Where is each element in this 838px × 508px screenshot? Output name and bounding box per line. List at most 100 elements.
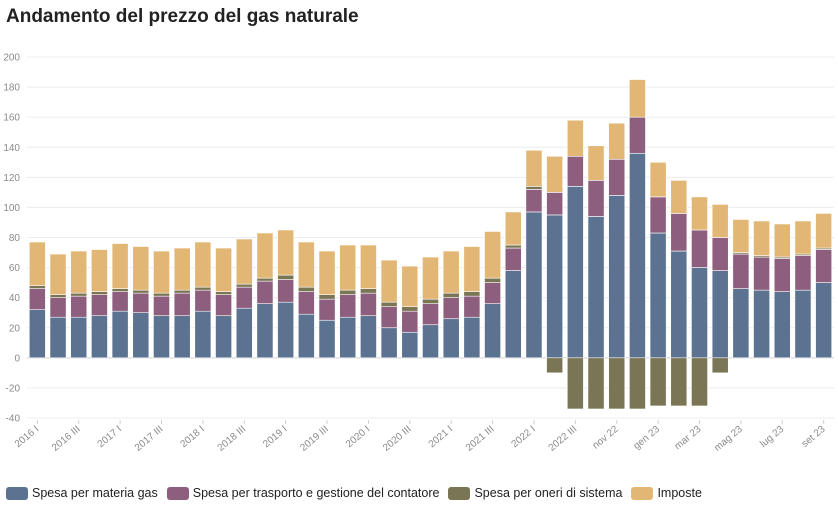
bar-segment[interactable] [153, 315, 170, 359]
bar-segment[interactable] [111, 243, 129, 289]
bar-segment[interactable] [525, 211, 543, 359]
bar-segment[interactable] [132, 289, 150, 294]
bar-segment[interactable] [525, 189, 543, 213]
bar-segment[interactable] [91, 294, 108, 317]
bar-segment[interactable] [132, 246, 150, 291]
bar-segment[interactable] [28, 309, 46, 359]
bar-segment[interactable] [711, 357, 729, 374]
legend-item-trasporto[interactable]: Spesa per trasporto e gestione del conta… [166, 486, 439, 500]
bar-segment[interactable] [277, 279, 295, 303]
bar-segment[interactable] [380, 259, 398, 303]
bar-segment[interactable] [235, 307, 253, 359]
bar-segment[interactable] [649, 232, 667, 359]
bar-segment[interactable] [566, 186, 584, 359]
bar-segment[interactable] [546, 357, 564, 374]
bar-segment[interactable] [360, 315, 377, 359]
bar-segment[interactable] [49, 253, 67, 295]
bar-segment[interactable] [380, 301, 398, 307]
bar-segment[interactable] [566, 119, 584, 157]
bar-segment[interactable] [235, 238, 253, 285]
bar-segment[interactable] [566, 155, 584, 187]
bar-segment[interactable] [91, 291, 108, 295]
bar-segment[interactable] [484, 231, 501, 279]
bar-segment[interactable] [753, 220, 770, 256]
bar-segment[interactable] [670, 250, 688, 359]
bar-segment[interactable] [691, 229, 708, 268]
bar-segment[interactable] [608, 122, 626, 160]
bar-segment[interactable] [815, 249, 833, 283]
bar-segment[interactable] [70, 250, 88, 294]
bar-segment[interactable] [215, 291, 232, 295]
bar-segment[interactable] [173, 292, 191, 317]
bar-segment[interactable] [608, 158, 626, 196]
bar-segment[interactable] [401, 265, 419, 307]
bar-segment[interactable] [401, 310, 419, 333]
bar-segment[interactable] [484, 277, 501, 283]
bar-segment[interactable] [546, 192, 564, 216]
bar-segment[interactable] [566, 357, 584, 410]
legend-item-oneri[interactable]: Spesa per oneri di sistema [448, 486, 622, 500]
bar-segment[interactable] [442, 297, 460, 320]
bar-segment[interactable] [794, 289, 812, 359]
bar-segment[interactable] [297, 313, 315, 359]
bar-segment[interactable] [360, 244, 377, 289]
bar-segment[interactable] [463, 291, 481, 297]
bar-segment[interactable] [587, 145, 605, 181]
bar-segment[interactable] [691, 267, 708, 359]
bar-segment[interactable] [691, 196, 708, 231]
bar-segment[interactable] [256, 277, 274, 282]
bar-segment[interactable] [380, 327, 398, 359]
bar-segment[interactable] [649, 357, 667, 407]
bar-segment[interactable] [629, 79, 646, 118]
bar-segment[interactable] [194, 289, 212, 312]
bar-segment[interactable] [670, 357, 688, 407]
bar-segment[interactable] [173, 315, 191, 359]
bar-segment[interactable] [711, 270, 729, 359]
bar-segment[interactable] [525, 186, 543, 190]
bar-segment[interactable] [339, 316, 357, 359]
bar-segment[interactable] [28, 241, 46, 286]
bar-segment[interactable] [629, 152, 646, 359]
bar-segment[interactable] [587, 216, 605, 359]
bar-segment[interactable] [732, 219, 750, 253]
bar-segment[interactable] [422, 256, 439, 300]
bar-segment[interactable] [256, 303, 274, 359]
legend-item-materia-gas[interactable]: Spesa per materia gas [6, 486, 158, 500]
bar-segment[interactable] [277, 274, 295, 280]
bar-segment[interactable] [194, 241, 212, 288]
bar-segment[interactable] [794, 255, 812, 291]
bar-segment[interactable] [256, 232, 274, 279]
bar-segment[interactable] [442, 292, 460, 298]
bar-segment[interactable] [732, 253, 750, 289]
bar-segment[interactable] [587, 180, 605, 217]
bar-segment[interactable] [711, 204, 729, 238]
bar-segment[interactable] [504, 211, 522, 246]
bar-segment[interactable] [194, 286, 212, 291]
bar-segment[interactable] [442, 250, 460, 294]
legend-item-imposte[interactable]: Imposte [631, 486, 702, 500]
bar-segment[interactable] [132, 292, 150, 313]
bar-segment[interactable] [629, 116, 646, 154]
bar-segment[interactable] [815, 282, 833, 359]
bar-segment[interactable] [235, 286, 253, 309]
bar-segment[interactable] [587, 357, 605, 410]
bar-segment[interactable] [711, 237, 729, 271]
bar-segment[interactable] [422, 324, 439, 359]
bar-segment[interactable] [318, 298, 336, 321]
bar-segment[interactable] [215, 294, 232, 317]
bar-segment[interactable] [649, 161, 667, 198]
bar-segment[interactable] [773, 258, 791, 292]
bar-segment[interactable] [277, 301, 295, 359]
bar-segment[interactable] [70, 292, 88, 297]
bar-segment[interactable] [297, 241, 315, 288]
bar-segment[interactable] [442, 318, 460, 359]
bar-segment[interactable] [91, 315, 108, 359]
bar-segment[interactable] [504, 270, 522, 359]
bar-segment[interactable] [608, 357, 626, 410]
bar-segment[interactable] [670, 213, 688, 252]
bar-segment[interactable] [649, 196, 667, 234]
bar-segment[interactable] [504, 247, 522, 271]
bar-segment[interactable] [297, 291, 315, 315]
bar-segment[interactable] [525, 149, 543, 187]
bar-segment[interactable] [422, 298, 439, 304]
